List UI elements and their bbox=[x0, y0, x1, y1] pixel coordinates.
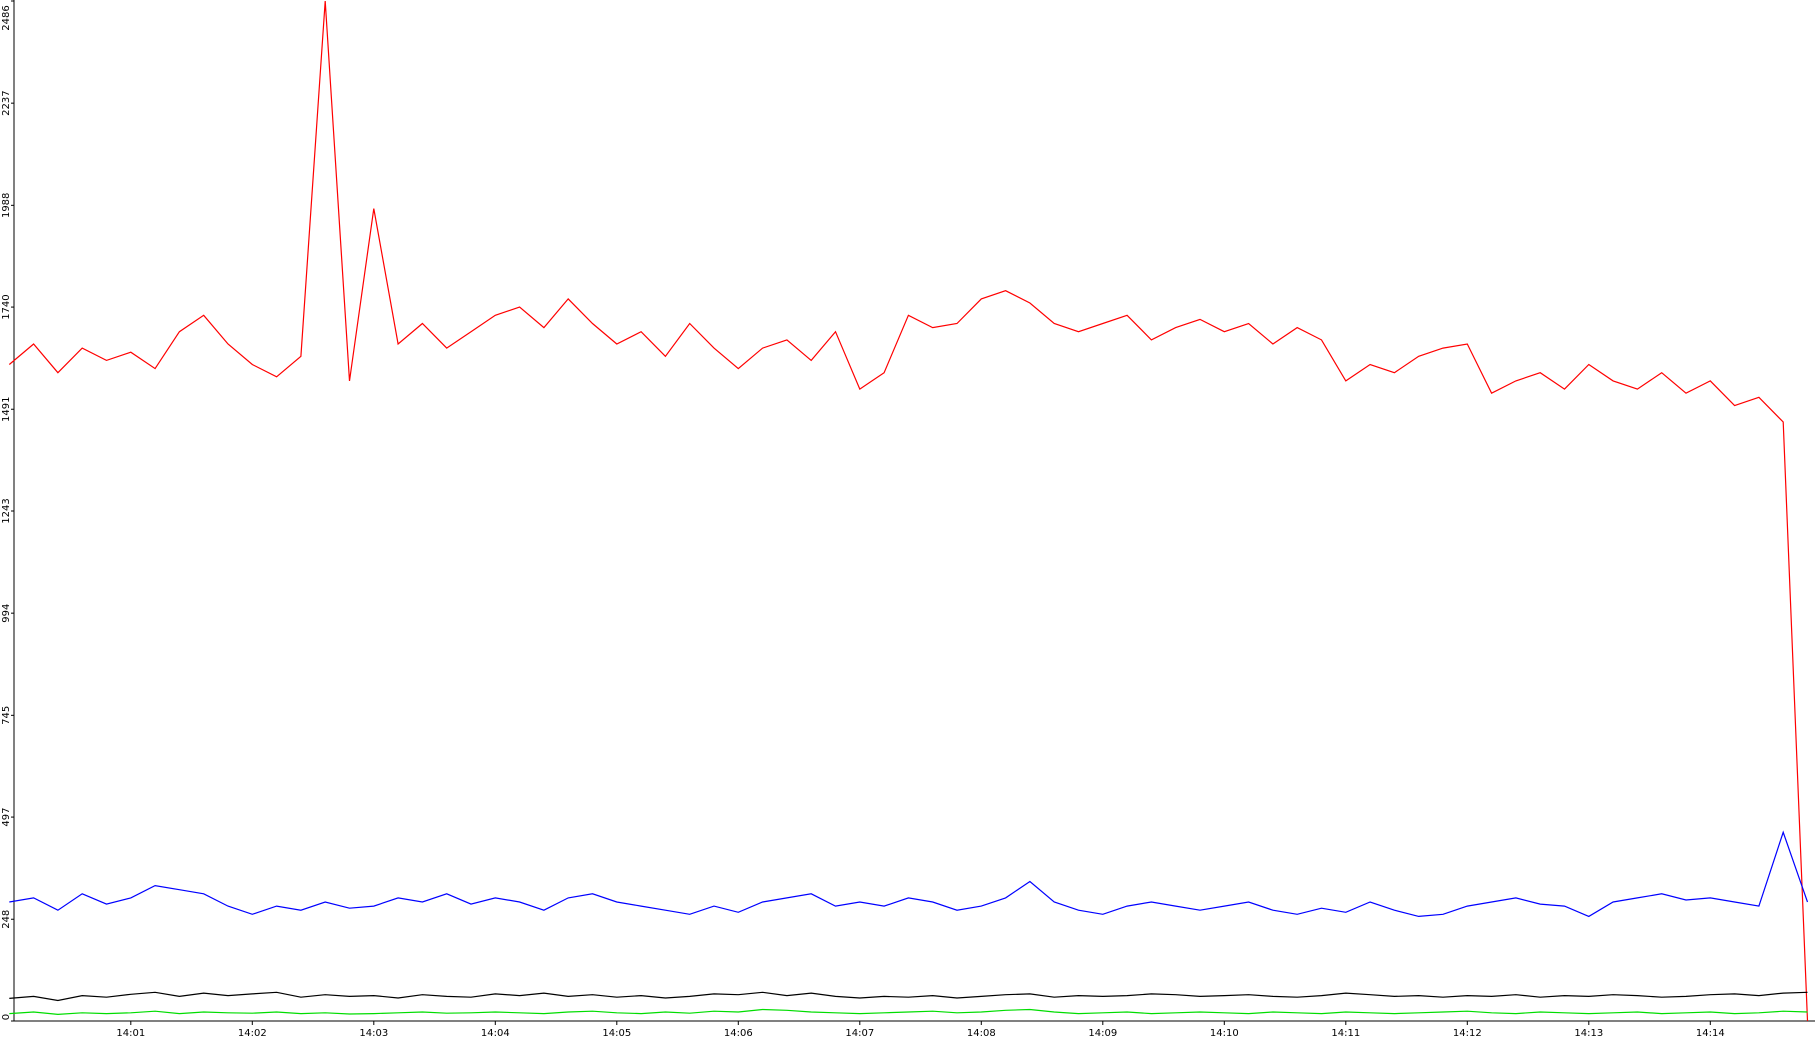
y-tick-label: 1243 bbox=[1, 498, 12, 523]
series-line bbox=[9, 830, 1809, 918]
x-tick-label: 14:06 bbox=[724, 1028, 753, 1039]
series-line bbox=[9, 1008, 1808, 1016]
x-tick-label: 14:02 bbox=[238, 1028, 267, 1039]
x-tick-label: 14:07 bbox=[845, 1028, 874, 1039]
series-line bbox=[8, 0, 1809, 1022]
y-tick-label: 2237 bbox=[1, 90, 12, 115]
y-tick-label: 1491 bbox=[1, 397, 12, 422]
y-tick-label: 994 bbox=[1, 604, 12, 623]
y-tick-label: 248 bbox=[1, 910, 12, 929]
x-tick-label: 14:14 bbox=[1696, 1028, 1725, 1039]
x-tick-label: 14:10 bbox=[1210, 1028, 1239, 1039]
y-tick-label: 745 bbox=[1, 706, 12, 725]
y-tick-label: 1988 bbox=[1, 193, 12, 218]
x-tick-label: 14:01 bbox=[116, 1028, 145, 1039]
y-tick-label: 0 bbox=[1, 1014, 12, 1020]
x-tick-label: 14:03 bbox=[359, 1028, 388, 1039]
x-tick-label: 14:05 bbox=[602, 1028, 631, 1039]
y-tick-label: 1740 bbox=[1, 294, 12, 319]
y-tick-label: 2486 bbox=[1, 5, 12, 30]
x-tick-label: 14:09 bbox=[1088, 1028, 1117, 1039]
x-tick-label: 14:04 bbox=[481, 1028, 510, 1039]
y-tick-label: 497 bbox=[1, 808, 12, 827]
x-tick-label: 14:13 bbox=[1574, 1028, 1603, 1039]
x-tick-label: 14:12 bbox=[1453, 1028, 1482, 1039]
x-tick-label: 14:08 bbox=[967, 1028, 996, 1039]
x-tick-label: 14:11 bbox=[1331, 1028, 1360, 1039]
series-line bbox=[9, 991, 1808, 1002]
